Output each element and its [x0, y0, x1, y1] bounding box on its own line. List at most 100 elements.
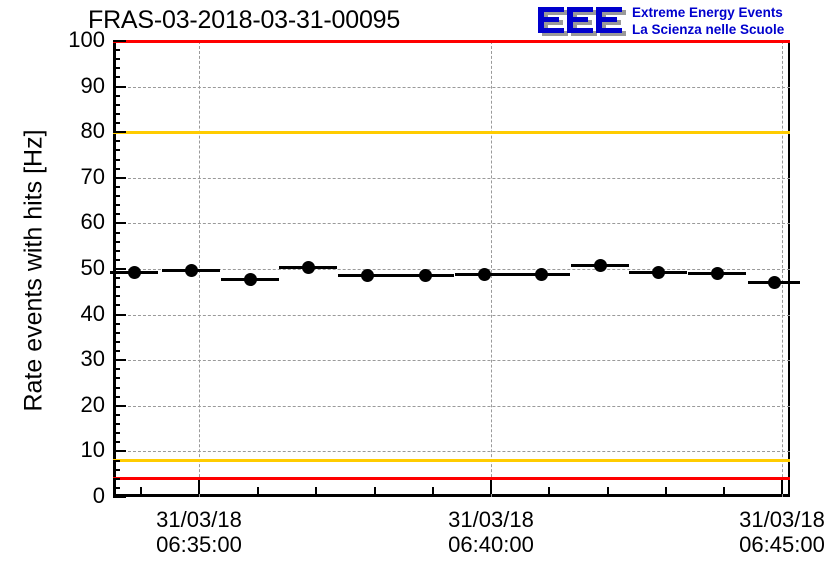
data-point-marker[interactable] — [127, 266, 141, 280]
data-point-marker[interactable] — [534, 267, 548, 281]
x-axis-tick-minor — [374, 487, 376, 494]
y-axis-tick-major — [113, 131, 126, 134]
y-axis-tick-minor — [113, 368, 120, 371]
x-axis-tick-major — [781, 480, 783, 494]
y-axis-tick-minor — [113, 112, 120, 115]
x-axis-tick-minor — [315, 487, 317, 494]
x-axis-tick-minor — [140, 487, 142, 494]
threshold-line-upper-warning — [113, 130, 790, 134]
y-axis-tick-minor — [113, 331, 120, 334]
data-point-marker[interactable] — [767, 275, 781, 289]
y-axis-tick-minor — [113, 49, 120, 52]
y-axis-tick-major — [113, 450, 126, 453]
data-point-marker[interactable] — [243, 273, 257, 287]
y-axis-tick-minor — [113, 67, 120, 70]
y-axis-tick-minor — [113, 149, 120, 152]
y-axis-tick-minor — [113, 158, 120, 161]
x-axis-tick-minor — [548, 487, 550, 494]
gridline-vertical — [199, 41, 200, 497]
gridline-horizontal — [113, 360, 790, 362]
y-axis-tick-minor — [113, 486, 120, 489]
gridline-vertical — [782, 41, 783, 497]
y-axis-tick-minor — [113, 103, 120, 106]
y-axis-tick-minor — [113, 213, 120, 216]
y-axis-tick-label: 80 — [80, 118, 105, 144]
data-point-marker[interactable] — [477, 268, 491, 282]
x-axis-tick-time: 06:35:00 — [156, 532, 242, 557]
y-axis-tick-minor — [113, 386, 120, 389]
y-axis-tick-minor — [113, 258, 120, 261]
eee-logo-line2: La Scienza nelle Scuole — [632, 22, 785, 37]
threshold-line-upper-alarm — [113, 39, 790, 43]
x-axis-tick-date: 31/03/18 — [739, 507, 825, 532]
y-axis-tick-minor — [113, 477, 120, 480]
y-axis-tick-label: 10 — [80, 437, 105, 463]
y-axis-tick-major — [113, 404, 126, 407]
y-axis-tick-minor — [113, 58, 120, 61]
x-axis-tick-minor — [723, 487, 725, 494]
data-point-marker[interactable] — [651, 266, 665, 280]
y-axis-tick-major — [113, 40, 126, 42]
data-point-marker[interactable] — [301, 261, 315, 275]
gridline-horizontal — [113, 314, 790, 316]
eee-logo-text: Extreme Energy Events La Scienza nelle S… — [632, 4, 832, 38]
eee-logo-icon — [538, 7, 626, 36]
y-axis-tick-label: 60 — [80, 209, 105, 235]
y-axis-tick-major — [113, 176, 126, 179]
y-axis-tick-major — [113, 359, 126, 362]
x-axis-tick-time: 06:45:00 — [739, 532, 825, 557]
y-axis-tick-label: 100 — [68, 27, 105, 52]
page-title: FRAS-03-2018-03-31-00095 — [88, 6, 401, 34]
y-axis-tick-minor — [113, 249, 120, 252]
gridline-horizontal — [113, 405, 790, 407]
gridline-horizontal — [113, 177, 790, 179]
data-point-marker[interactable] — [184, 264, 198, 278]
x-axis-tick-minor — [257, 487, 259, 494]
x-axis-tick-time: 06:40:00 — [448, 532, 534, 557]
x-axis-tick-minor — [432, 487, 434, 494]
y-axis-tick-minor — [113, 423, 120, 426]
x-axis-tick-label: 31/03/18 06:40:00 — [406, 507, 576, 557]
y-axis-tick-label: 50 — [80, 255, 105, 280]
data-point-marker[interactable] — [593, 259, 607, 273]
x-axis-tick-date: 31/03/18 — [156, 507, 242, 532]
y-axis-tick-minor — [113, 195, 120, 198]
eee-logo-line1: Extreme Energy Events — [632, 5, 783, 20]
y-axis-tick-major — [113, 496, 126, 498]
y-axis-tick-minor — [113, 432, 120, 435]
data-point-marker[interactable] — [710, 267, 724, 281]
x-axis-tick-label: 31/03/18 06:35:00 — [114, 507, 284, 557]
y-axis-tick-minor — [113, 377, 120, 380]
y-axis-tick-major — [113, 313, 126, 316]
data-point-marker[interactable] — [360, 268, 374, 282]
y-axis-tick-minor — [113, 459, 120, 462]
x-axis-tick-major — [198, 480, 200, 494]
y-axis-tick-minor — [113, 140, 120, 143]
x-axis-tick-minor — [607, 487, 609, 494]
y-axis-tick-minor — [113, 204, 120, 207]
y-axis-tick-label: 40 — [80, 300, 105, 326]
y-axis-tick-label: 90 — [80, 72, 105, 98]
x-axis-tick-label: 31/03/18 06:45:00 — [697, 507, 836, 557]
y-axis-tick-major — [113, 222, 126, 225]
y-axis-tick-major — [113, 268, 126, 270]
y-axis-tick-minor — [113, 286, 120, 289]
y-axis-title: Rate events with hits [Hz] — [19, 129, 48, 412]
data-point-marker[interactable] — [418, 269, 432, 283]
threshold-line-lower-alarm — [113, 477, 790, 481]
threshold-line-lower-warning — [113, 459, 790, 463]
y-axis-tick-minor — [113, 441, 120, 444]
y-axis-tick-major — [113, 85, 126, 88]
y-axis-tick-minor — [113, 167, 120, 170]
y-axis-tick-minor — [113, 322, 120, 325]
y-axis-tick-minor — [113, 231, 120, 234]
x-axis-tick-date: 31/03/18 — [448, 507, 534, 532]
y-axis-tick-minor — [113, 295, 120, 298]
y-axis-tick-minor — [113, 185, 120, 188]
y-axis-tick-minor — [113, 76, 120, 79]
gridline-horizontal — [113, 451, 790, 453]
y-axis-tick-label: 20 — [80, 391, 105, 417]
y-axis-tick-minor — [113, 340, 120, 343]
eee-logo: Extreme Energy Events La Scienza nelle S… — [536, 4, 832, 44]
